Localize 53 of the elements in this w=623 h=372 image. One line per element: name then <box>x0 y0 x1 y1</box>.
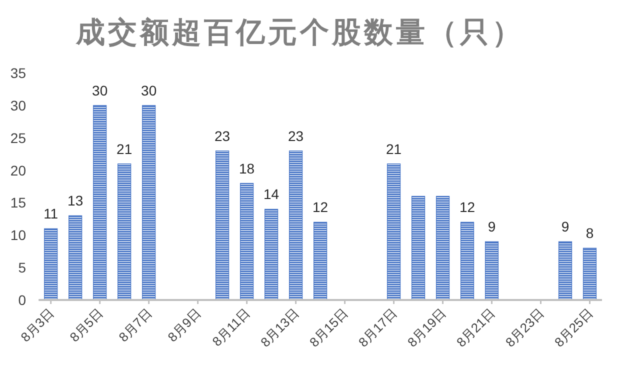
y-tick-label: 15 <box>10 194 26 211</box>
y-tick-label: 20 <box>10 162 26 178</box>
y-tick-label: 25 <box>10 130 26 146</box>
x-tick-label: 8月23日 <box>502 306 547 350</box>
data-label: 9 <box>488 218 496 235</box>
bar <box>216 150 230 300</box>
data-label: 23 <box>214 128 230 144</box>
data-label: 23 <box>288 128 304 144</box>
bar <box>582 248 597 300</box>
y-tick-label: 35 <box>10 65 26 81</box>
data-label: 30 <box>92 82 108 98</box>
x-tick-label: 8月21日 <box>454 306 498 350</box>
bar <box>314 222 328 300</box>
data-label: 9 <box>561 218 570 235</box>
bar <box>484 241 499 300</box>
x-tick-label: 8月17日 <box>356 306 400 350</box>
data-label: 12 <box>312 199 328 216</box>
bar <box>411 196 426 300</box>
y-tick-label: 30 <box>10 97 26 114</box>
data-label: 21 <box>116 140 132 157</box>
bar <box>118 164 132 300</box>
y-tick-label: 5 <box>18 260 26 276</box>
data-label: 8 <box>586 225 594 242</box>
data-label: 30 <box>141 82 157 98</box>
data-label: 13 <box>68 192 84 209</box>
x-tick-label: 8月25日 <box>552 306 596 350</box>
x-tick-label: 8月15日 <box>306 306 351 350</box>
bar <box>436 196 450 300</box>
data-label: 14 <box>264 186 280 202</box>
y-tick-label: 0 <box>18 292 26 308</box>
chart-title: 成交额超百亿元个股数量（只） <box>75 16 524 49</box>
y-tick-label: 10 <box>10 227 26 244</box>
bar <box>558 241 572 300</box>
bar <box>386 164 401 300</box>
x-tick-label: 8月3日 <box>18 306 57 345</box>
bar <box>240 182 254 300</box>
data-label: 12 <box>459 199 476 216</box>
bar <box>460 222 474 300</box>
x-tick-label: 8月11日 <box>209 306 253 350</box>
bar <box>93 105 107 300</box>
bar <box>264 208 278 300</box>
x-tick-label: 8月7日 <box>116 306 155 345</box>
data-label: 18 <box>239 160 255 176</box>
bar <box>289 150 303 300</box>
x-tick-label: 8月9日 <box>164 306 204 345</box>
x-tick-label: 8月19日 <box>404 306 449 350</box>
data-label: 11 <box>44 206 58 222</box>
bar <box>142 105 156 300</box>
x-tick-label: 8月13日 <box>258 306 302 350</box>
x-tick-label: 8月5日 <box>66 306 106 345</box>
bar <box>68 215 82 300</box>
bar <box>44 228 58 300</box>
data-label: 21 <box>386 140 402 157</box>
